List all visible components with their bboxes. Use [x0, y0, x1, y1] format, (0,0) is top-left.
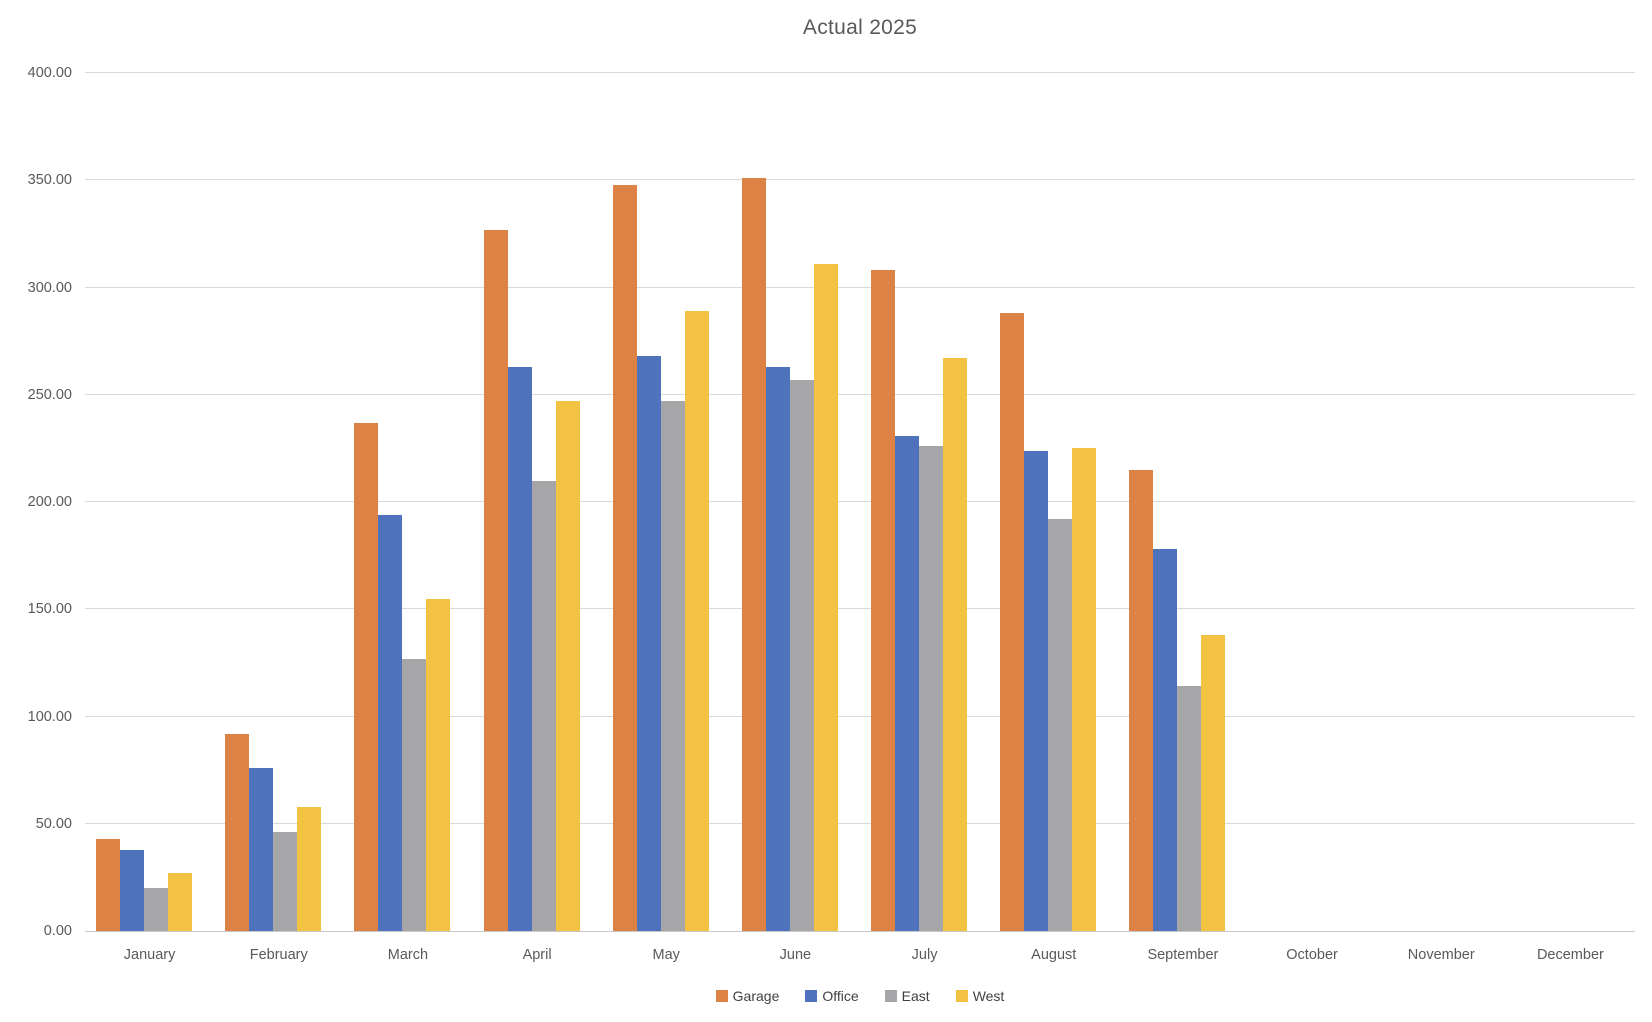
legend-swatch-east: [884, 990, 897, 1002]
bar-west-february: [297, 806, 322, 931]
bar-west-june: [813, 263, 838, 931]
bar-west-september: [1201, 635, 1226, 931]
y-tick-label-250: 250.00: [27, 386, 72, 403]
y-tick-label-150: 150.00: [27, 601, 72, 618]
gridline-50: [85, 822, 1635, 824]
x-tick-label-november: November: [1407, 947, 1475, 963]
gridline-200: [85, 501, 1635, 502]
y-tick-label-200: 200.00: [27, 494, 72, 510]
x-tick-label-july: July: [911, 947, 938, 963]
y-tick-label-100: 100.00: [27, 708, 72, 725]
x-tick-label-august: August: [1031, 947, 1077, 963]
x-tick-label-february: February: [249, 947, 308, 963]
legend-item-west: West: [955, 988, 1005, 1004]
bar-west-january: [168, 873, 192, 931]
gridline-300: [85, 286, 1635, 288]
bar-office-september: [1153, 549, 1178, 931]
x-tick-label-april: April: [522, 947, 552, 963]
y-tick-label-300: 300.00: [27, 279, 72, 296]
legend-item-office: Office: [805, 988, 859, 1004]
gridline-100: [85, 715, 1635, 717]
plot-area: [85, 72, 1635, 932]
legend-swatch-west: [955, 990, 968, 1002]
legend-item-garage: Garage: [715, 988, 780, 1004]
legend-label-garage: Garage: [732, 988, 780, 1004]
bar-garage-july: [871, 270, 895, 931]
bar-office-january: [120, 849, 144, 931]
bar-west-may: [684, 311, 709, 931]
legend-swatch-garage: [715, 990, 728, 1002]
bar-office-may: [636, 356, 661, 931]
bar-garage-february: [225, 733, 250, 931]
bar-east-june: [789, 379, 814, 931]
y-tick-label-350: 350.00: [27, 172, 72, 189]
bar-west-march: [426, 598, 451, 931]
bar-garage-may: [612, 184, 637, 931]
bar-east-july: [919, 446, 943, 931]
bar-garage-march: [354, 422, 379, 931]
y-tick-label-400: 400.00: [27, 65, 72, 81]
bar-east-january: [144, 888, 168, 931]
bar-west-april: [555, 401, 580, 931]
chart-title: Actual 2025: [802, 16, 918, 39]
x-tick-label-june: June: [779, 947, 812, 963]
legend-label-west: West: [972, 988, 1005, 1004]
x-tick-label-september: September: [1147, 947, 1219, 963]
bar-east-february: [273, 832, 298, 931]
x-tick-label-december: December: [1536, 947, 1604, 963]
bar-garage-june: [741, 178, 766, 931]
bar-office-april: [507, 366, 532, 931]
gridline-250: [85, 393, 1635, 395]
legend-label-east: East: [901, 988, 930, 1004]
bar-office-february: [249, 767, 274, 931]
bar-east-april: [531, 480, 556, 931]
bar-garage-april: [483, 229, 508, 931]
gridline-350: [85, 179, 1635, 181]
legend-swatch-office: [805, 990, 818, 1002]
gridline-150: [85, 608, 1635, 610]
bar-garage-january: [96, 838, 120, 931]
y-tick-label-50: 50.00: [35, 815, 72, 832]
legend: Garage Office East West: [85, 988, 1635, 1004]
gridline-400: [85, 72, 1635, 73]
bar-garage-september: [1129, 469, 1154, 931]
bar-garage-august: [1000, 313, 1025, 931]
bar-east-september: [1177, 686, 1202, 931]
x-tick-label-january: January: [123, 947, 176, 963]
x-tick-label-may: May: [652, 947, 680, 963]
bar-office-july: [895, 435, 919, 931]
bar-office-june: [765, 366, 790, 931]
legend-item-east: East: [884, 988, 930, 1004]
x-axis-line: [85, 931, 1635, 932]
y-tick-label-0: 0.00: [43, 923, 72, 939]
bar-west-august: [1072, 448, 1097, 931]
bar-office-august: [1024, 450, 1049, 931]
bar-west-july: [943, 358, 967, 931]
bar-office-march: [378, 514, 403, 931]
bar-east-march: [402, 658, 427, 931]
bar-east-may: [660, 401, 685, 931]
legend-label-office: Office: [822, 988, 859, 1004]
x-tick-label-october: October: [1286, 947, 1338, 963]
x-tick-label-march: March: [387, 947, 429, 963]
bar-east-august: [1048, 519, 1073, 931]
